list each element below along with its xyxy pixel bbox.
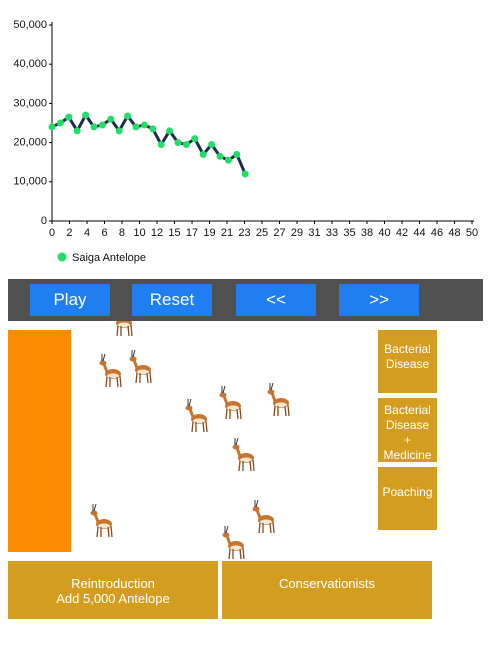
x-tick-label: 33	[326, 227, 338, 239]
data-point	[216, 152, 224, 160]
play-button[interactable]: Play	[30, 284, 110, 316]
x-tick-label: 35	[343, 227, 355, 239]
y-tick-label: 30,000	[13, 97, 47, 109]
antelope	[266, 381, 291, 418]
legend-label: Saiga Antelope	[72, 252, 146, 264]
forward-button[interactable]: >>	[339, 284, 419, 316]
x-tick-label: 12	[151, 227, 163, 239]
y-tick-label: 0	[41, 215, 47, 227]
y-tick-label: 20,000	[13, 137, 47, 149]
x-tick-label: 8	[119, 227, 125, 239]
conservationists-button[interactable]: Conservationists	[222, 561, 432, 619]
x-tick-label: 10	[133, 227, 145, 239]
field	[8, 321, 291, 561]
antelope	[231, 436, 256, 473]
data-point	[166, 127, 174, 135]
chart: Saiga Antelope 0 10,000 20,000 30,000 40,000…	[13, 19, 478, 264]
data-point	[132, 123, 140, 131]
x-tick-label: 46	[431, 227, 443, 239]
data-point	[241, 170, 249, 178]
data-point	[48, 123, 56, 131]
back-button[interactable]: <<	[236, 284, 316, 316]
antelope	[251, 498, 276, 535]
y-tick-label: 50,000	[13, 19, 47, 31]
x-tick-label: 6	[101, 227, 107, 239]
data-point	[157, 141, 165, 149]
data-point	[107, 115, 115, 123]
poaching-button[interactable]: Poaching	[378, 467, 437, 530]
data-point	[124, 112, 132, 120]
population-bar	[8, 330, 71, 552]
x-tick-label: 17	[186, 227, 198, 239]
x-tick-label: 15	[168, 227, 180, 239]
x-tick-label: 50	[466, 227, 478, 239]
data-point	[82, 111, 90, 119]
button-label: Add 5,000 Antelope	[56, 591, 170, 606]
data-point	[224, 156, 232, 164]
y-tick-label: 40,000	[13, 58, 47, 70]
x-tick-label: 2	[66, 227, 72, 239]
series-line	[51, 113, 247, 175]
button-label: Reintroduction	[71, 576, 155, 591]
x-tick-label: 25	[256, 227, 268, 239]
data-point	[233, 150, 241, 158]
data-point	[191, 135, 199, 143]
x-tick-label: 31	[308, 227, 320, 239]
data-point	[174, 139, 182, 147]
x-tick-label: 4	[84, 227, 90, 239]
x-tick-label: 21	[221, 227, 233, 239]
antelope	[109, 321, 134, 338]
x-tick-label: 27	[273, 227, 285, 239]
bacterial-disease-button[interactable]: Bacterial Disease	[378, 330, 437, 393]
button-label: Disease	[385, 357, 430, 371]
data-point	[199, 150, 207, 158]
legend-marker	[57, 252, 67, 262]
x-tick-label: 40	[378, 227, 390, 239]
button-label: Poaching	[382, 485, 433, 499]
data-point	[149, 125, 157, 133]
reset-button[interactable]: Reset	[132, 284, 212, 316]
button-label: +	[403, 433, 411, 447]
data-point	[73, 127, 81, 135]
antelope	[218, 384, 243, 421]
x-tick-label: 38	[361, 227, 373, 239]
button-label: Bacterial	[384, 342, 431, 356]
x-tick-label: 29	[291, 227, 303, 239]
x-tick-label: 44	[413, 227, 425, 239]
data-point	[208, 141, 216, 149]
data-point	[65, 113, 73, 121]
button-label: Bacterial	[384, 403, 431, 417]
antelope	[128, 348, 153, 385]
data-point	[56, 119, 64, 127]
x-tick-label: 0	[49, 227, 55, 239]
x-tick-label: 23	[238, 227, 250, 239]
x-tick-label: 48	[448, 227, 460, 239]
antelope	[221, 524, 246, 561]
button-label: Medicine	[383, 448, 432, 462]
x-tick-label: 19	[203, 227, 215, 239]
y-tick-label: 10,000	[13, 176, 47, 188]
data-point	[140, 121, 148, 129]
antelope	[89, 502, 114, 539]
data-point	[98, 121, 106, 129]
antelope	[98, 352, 123, 389]
data-point	[182, 141, 190, 149]
medicine-button[interactable]: Bacterial Disease + Medicine	[378, 398, 437, 462]
data-point	[115, 127, 123, 135]
button-label: Disease	[385, 418, 430, 432]
antelope	[184, 397, 209, 434]
button-label: Conservationists	[278, 576, 376, 591]
reintroduction-button[interactable]: Reintroduction Add 5,000 Antelope	[8, 561, 218, 619]
x-tick-label: 42	[396, 227, 408, 239]
data-point	[90, 123, 98, 131]
